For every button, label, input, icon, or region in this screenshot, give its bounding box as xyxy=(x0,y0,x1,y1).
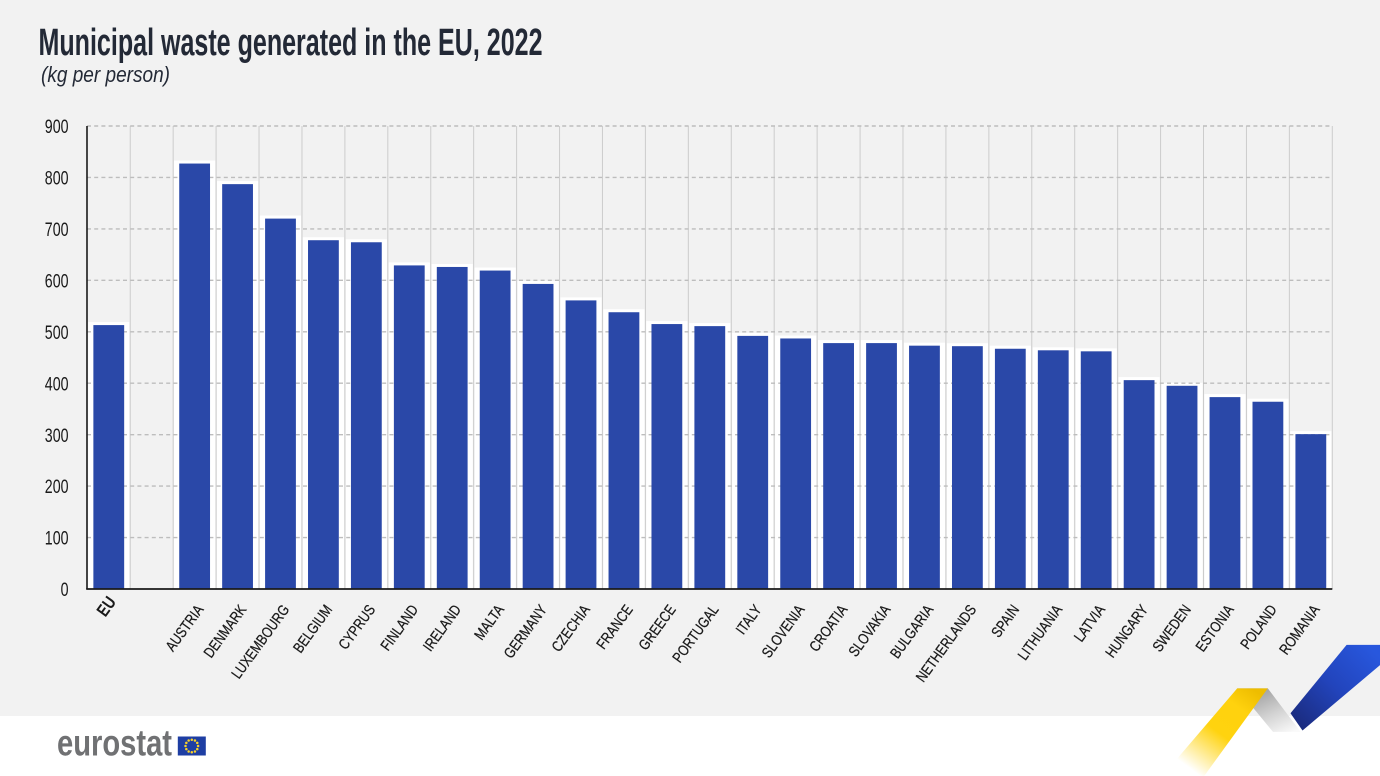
svg-text:eurostat: eurostat xyxy=(57,723,172,764)
svg-text:600: 600 xyxy=(45,270,69,292)
svg-text:400: 400 xyxy=(45,373,69,395)
svg-text:700: 700 xyxy=(45,219,69,241)
svg-text:500: 500 xyxy=(45,322,69,344)
svg-text:100: 100 xyxy=(45,528,69,550)
svg-text:300: 300 xyxy=(45,425,69,447)
svg-text:900: 900 xyxy=(45,116,69,138)
svg-text:200: 200 xyxy=(45,476,69,498)
svg-text:Municipal waste generated in t: Municipal waste generated in the EU, 202… xyxy=(39,22,543,64)
svg-text:0: 0 xyxy=(61,579,69,601)
svg-text:(kg per person): (kg per person) xyxy=(41,62,170,87)
svg-text:800: 800 xyxy=(45,168,69,190)
